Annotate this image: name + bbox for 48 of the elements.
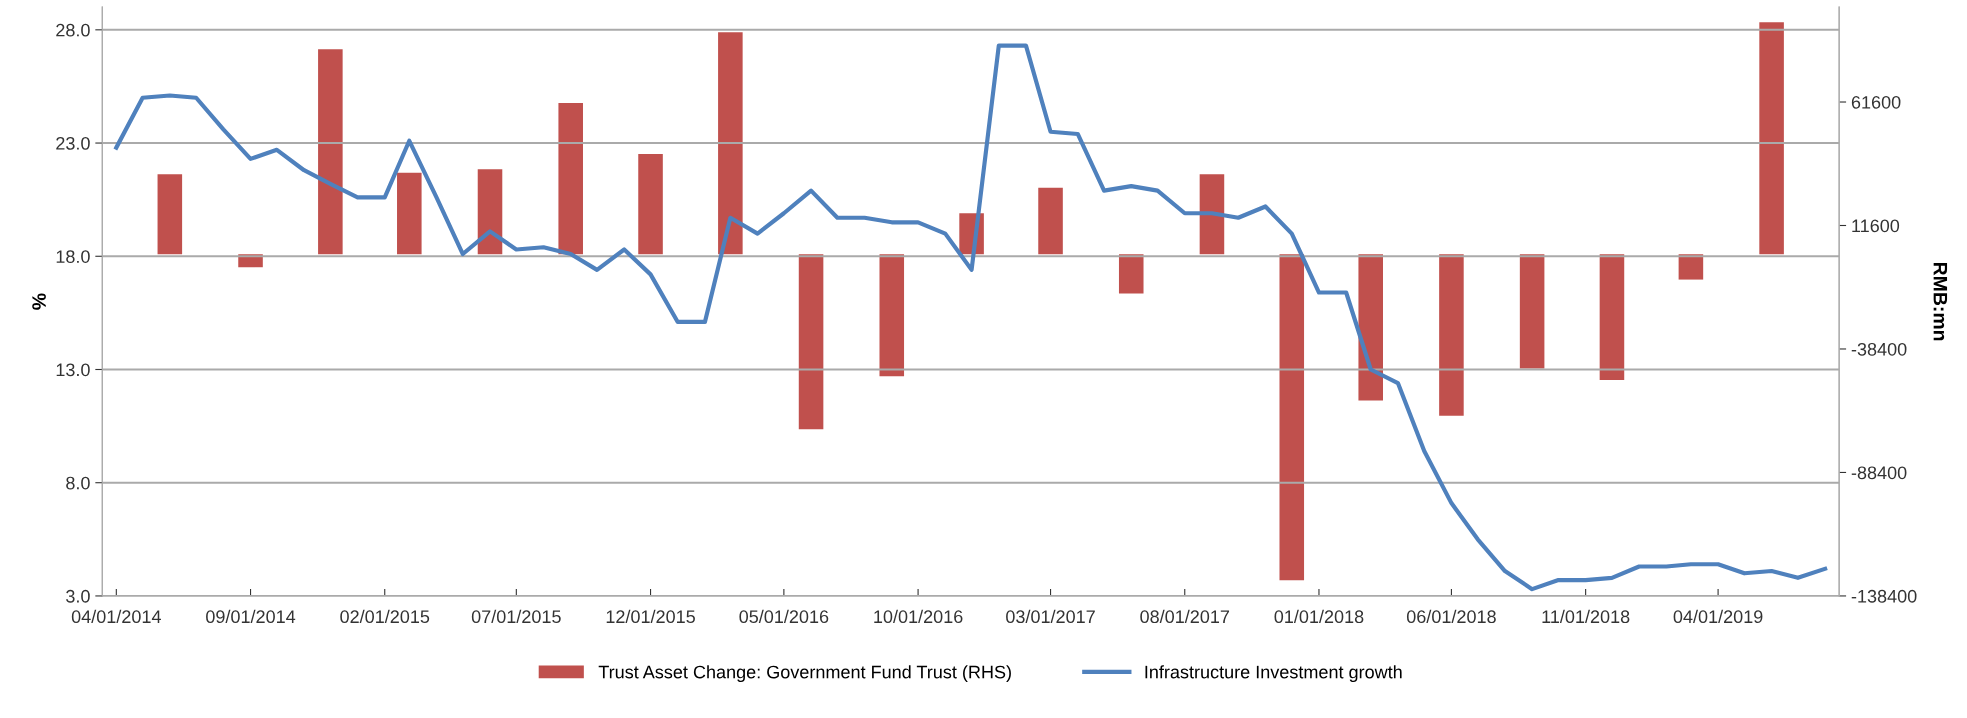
x-tick-label: 04/01/2019 xyxy=(1673,609,1763,624)
bar xyxy=(157,174,183,255)
y-axis-title: % xyxy=(32,293,46,310)
x-tick-label: 11/01/2018 xyxy=(1542,609,1630,624)
y-tick-label: 28.0 xyxy=(56,23,90,37)
bar xyxy=(318,49,343,255)
y-tick-label: 3.0 xyxy=(66,589,90,603)
x-tick-label: 02/01/2015 xyxy=(340,609,430,624)
y2-tick-label: 11600 xyxy=(1852,219,1900,233)
bar xyxy=(1678,254,1704,280)
x-tick-label: 07/01/2015 xyxy=(471,609,561,624)
y-tick-label: 13.0 xyxy=(56,363,90,377)
bar xyxy=(1519,254,1545,369)
y-tick-label: 23.0 xyxy=(56,136,90,150)
y2-tick-label: -38400 xyxy=(1851,342,1907,356)
bar xyxy=(1759,22,1784,255)
x-tick-label: 12/01/2015 xyxy=(606,609,695,624)
x-tick-label: 10/01/2016 xyxy=(874,609,963,624)
x-tick-label: 06/01/2018 xyxy=(1406,609,1496,624)
y2-axis-title: RMB:mn xyxy=(1933,262,1948,341)
y-tick-label: 18.0 xyxy=(56,250,90,263)
y2-tick-label: -88400 xyxy=(1851,466,1907,480)
bar xyxy=(1279,254,1305,581)
bar xyxy=(1199,174,1225,255)
x-tick-label: 03/01/2017 xyxy=(1006,609,1095,624)
x-tick-label: 05/01/2016 xyxy=(739,609,829,624)
y2-tick-label: 61600 xyxy=(1851,95,1901,109)
x-tick-label: 04/01/2014 xyxy=(71,609,161,624)
bar xyxy=(558,103,583,255)
x-tick-label: 01/01/2018 xyxy=(1274,609,1364,624)
bar xyxy=(397,172,422,255)
legend-label: Infrastructure Investment growth xyxy=(1145,665,1402,683)
y2-tick-label: -138400 xyxy=(1851,589,1917,603)
bar xyxy=(879,254,905,377)
legend-label: Trust Asset Change: Government Fund Trust (RHS) xyxy=(598,665,1011,683)
line-series xyxy=(114,43,1828,592)
bar xyxy=(477,169,503,255)
x-tick-label: 08/01/2017 xyxy=(1140,609,1230,624)
bar xyxy=(638,153,663,255)
x-tick-label: 09/01/2014 xyxy=(206,609,296,624)
bar xyxy=(798,254,824,430)
bar xyxy=(1118,254,1144,294)
bar xyxy=(1439,254,1464,416)
y-tick-label: 8.0 xyxy=(66,476,90,490)
bar xyxy=(1038,187,1063,255)
bar xyxy=(1358,254,1383,401)
bar xyxy=(1599,254,1625,381)
bar xyxy=(718,32,743,255)
